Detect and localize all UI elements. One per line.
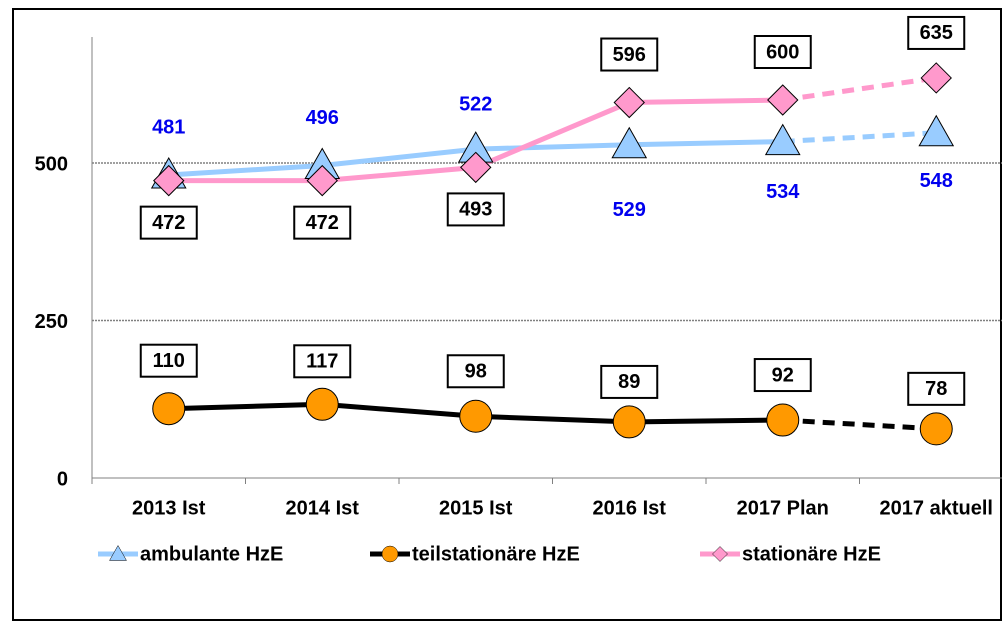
data-label: 110	[153, 350, 185, 372]
data-label: 496	[306, 107, 339, 129]
data-label: 78	[925, 378, 947, 400]
label-box	[753, 174, 812, 209]
x-tick-label: 2015 Ist	[439, 497, 513, 519]
series-line-dashed	[782, 130, 937, 145]
label-box	[907, 15, 966, 50]
label-box	[600, 37, 659, 72]
label-box	[907, 163, 966, 198]
series-line-dashed	[782, 417, 937, 432]
data-label: 529	[613, 199, 646, 221]
label-box	[600, 364, 659, 399]
marker	[764, 123, 801, 156]
y-tick-label: 500	[35, 153, 68, 175]
marker	[611, 126, 648, 159]
label-box	[139, 343, 198, 378]
marker	[918, 114, 955, 147]
data-label: 92	[772, 364, 794, 386]
data-label: 117	[306, 351, 338, 373]
marker	[306, 164, 338, 197]
marker	[767, 84, 799, 116]
label-box	[293, 344, 352, 379]
label-box	[753, 358, 812, 393]
legend-marker	[109, 544, 127, 561]
marker	[612, 405, 646, 439]
label-box	[446, 192, 505, 227]
marker	[920, 62, 952, 94]
marker	[919, 412, 953, 446]
x-tick-label: 2017 Plan	[737, 497, 829, 519]
marker	[459, 399, 493, 433]
marker	[460, 151, 492, 184]
data-label: 548	[920, 170, 953, 192]
marker	[613, 86, 645, 119]
data-label: 472	[152, 212, 185, 234]
legend-marker	[712, 546, 728, 562]
legend-marker	[381, 545, 399, 563]
y-tick-label: 0	[57, 468, 68, 490]
marker	[152, 392, 186, 426]
data-label: 522	[459, 93, 492, 115]
data-label: 481	[152, 116, 185, 138]
data-label: 493	[459, 199, 492, 221]
marker	[305, 387, 339, 421]
data-label: 89	[618, 371, 640, 393]
data-label: 600	[766, 41, 799, 63]
label-box	[446, 354, 505, 389]
label-box	[139, 205, 198, 240]
x-tick-label: 2017 aktuell	[880, 497, 993, 519]
x-tick-label: 2016 Ist	[593, 497, 667, 519]
data-label: 635	[920, 22, 953, 44]
marker	[153, 164, 185, 197]
data-label: 472	[306, 212, 339, 234]
label-box	[293, 205, 352, 240]
series-line-dashed	[782, 75, 937, 103]
label-box	[907, 371, 966, 406]
legend-label: ambulante HzE	[140, 543, 283, 565]
y-tick-label: 250	[35, 311, 68, 333]
data-label: 534	[766, 181, 800, 203]
marker	[766, 403, 800, 437]
chart-frame	[12, 8, 1002, 621]
legend-label: stationäre HzE	[742, 543, 881, 565]
label-box	[753, 35, 812, 69]
legend-label: teilstationäre HzE	[412, 543, 580, 565]
data-label: 98	[465, 361, 487, 383]
x-tick-label: 2013 Ist	[132, 497, 206, 519]
x-tick-label: 2014 Ist	[286, 497, 360, 519]
data-label: 596	[613, 44, 646, 66]
